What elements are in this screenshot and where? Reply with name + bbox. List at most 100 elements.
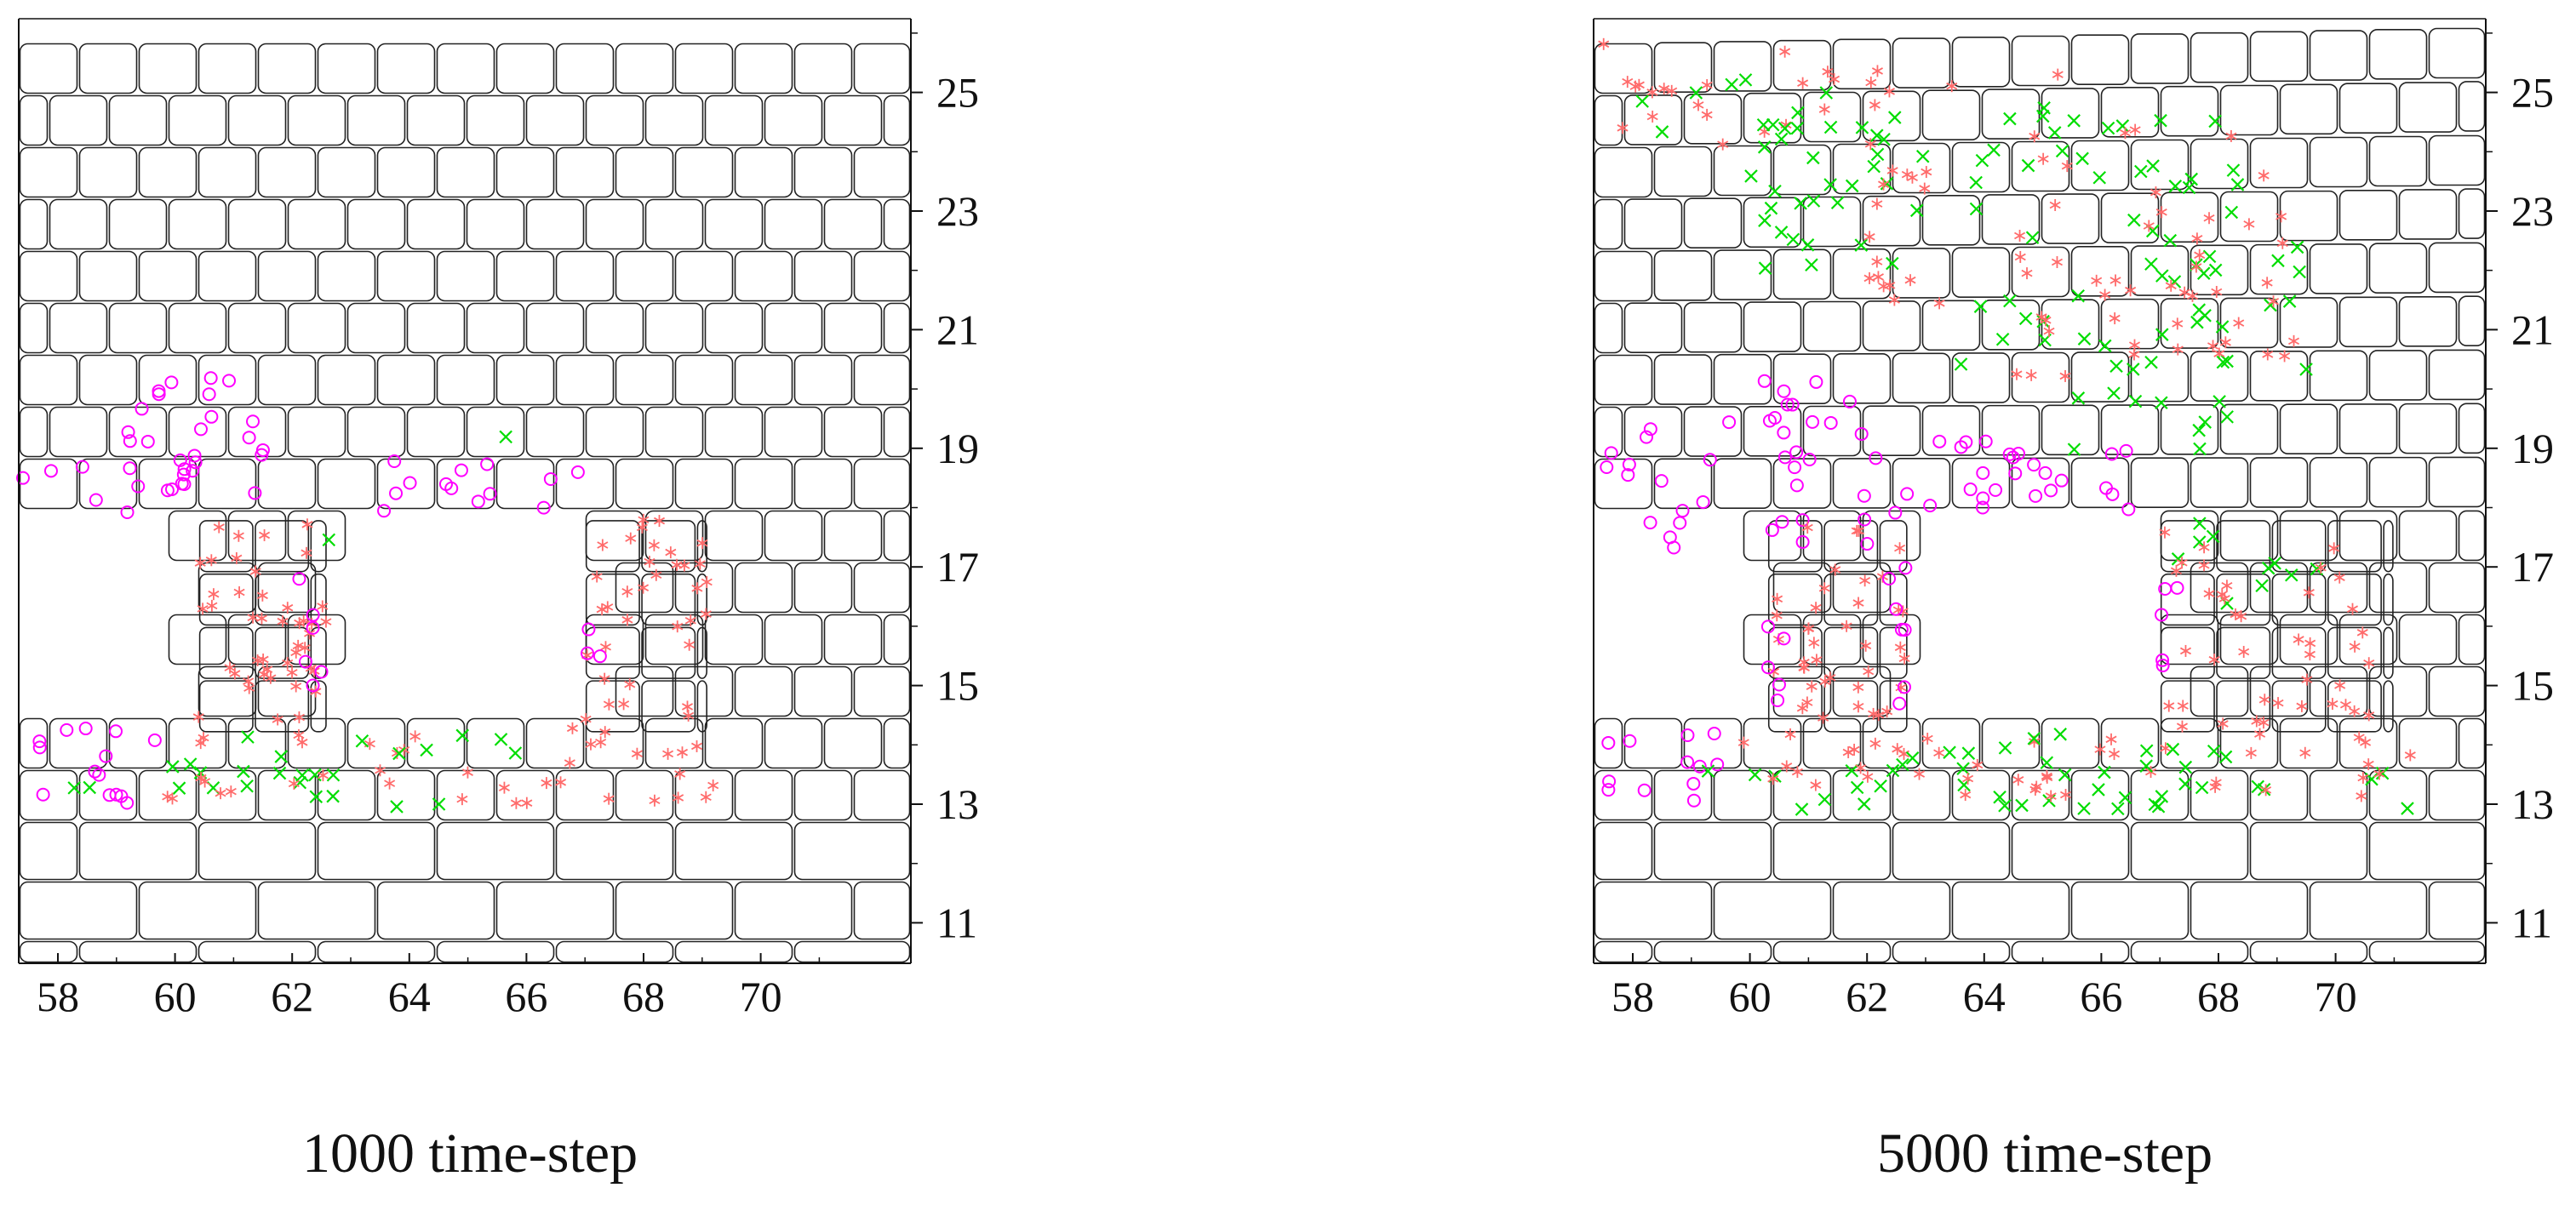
asterisk-marker bbox=[384, 779, 396, 787]
pier-brick bbox=[198, 520, 254, 573]
circle-marker bbox=[1869, 451, 1883, 465]
brick bbox=[1594, 250, 1653, 302]
brick bbox=[644, 717, 704, 769]
circle-marker bbox=[2099, 481, 2114, 495]
circle-marker bbox=[1601, 783, 1616, 797]
asterisk-marker bbox=[286, 669, 298, 677]
brick bbox=[168, 614, 227, 665]
brick bbox=[644, 406, 704, 458]
brick bbox=[585, 717, 644, 769]
asterisk-marker bbox=[2219, 339, 2231, 346]
brick bbox=[1772, 769, 1832, 821]
cross-marker bbox=[2040, 756, 2054, 770]
pier-brick bbox=[585, 626, 640, 679]
brick bbox=[764, 510, 823, 562]
brick bbox=[2249, 940, 2368, 963]
cross-marker bbox=[1766, 117, 1780, 132]
circle-marker bbox=[140, 434, 155, 448]
asterisk-marker bbox=[2119, 128, 2132, 137]
cross-marker bbox=[2178, 760, 2193, 774]
circle-marker bbox=[177, 477, 192, 491]
y-tick-label: 17 bbox=[936, 543, 979, 591]
cross-marker bbox=[2018, 311, 2033, 326]
asterisk-marker bbox=[2012, 776, 2024, 784]
brick bbox=[1892, 940, 2011, 963]
brick bbox=[1713, 41, 1772, 92]
brick bbox=[2249, 457, 2309, 508]
brick bbox=[615, 562, 674, 614]
asterisk-marker bbox=[602, 603, 614, 611]
asterisk-marker bbox=[2238, 648, 2250, 656]
brick bbox=[2070, 457, 2130, 509]
brick bbox=[674, 940, 793, 963]
circle-marker bbox=[2029, 488, 2043, 503]
brick bbox=[2458, 717, 2486, 769]
brick bbox=[197, 146, 257, 198]
brick bbox=[2368, 28, 2428, 80]
brick bbox=[704, 614, 764, 665]
asterisk-marker bbox=[618, 700, 630, 708]
brick bbox=[1892, 142, 1951, 194]
brick bbox=[1743, 92, 1802, 144]
brick bbox=[227, 198, 287, 250]
asterisk-marker bbox=[1629, 83, 1641, 90]
brick bbox=[2338, 614, 2398, 665]
asterisk-marker bbox=[2165, 282, 2177, 290]
asterisk-marker bbox=[1914, 770, 1926, 778]
brick bbox=[2338, 403, 2398, 454]
asterisk-marker bbox=[1737, 739, 1749, 746]
cross-marker bbox=[1790, 121, 1805, 135]
asterisk-marker bbox=[225, 787, 237, 796]
asterisk-marker bbox=[1818, 106, 1830, 113]
pier-brick bbox=[2271, 520, 2327, 573]
brick bbox=[674, 458, 734, 510]
cross-marker bbox=[2255, 579, 2269, 593]
brick bbox=[436, 43, 495, 94]
brick bbox=[317, 821, 436, 881]
circle-marker bbox=[1765, 522, 1779, 537]
asterisk-marker bbox=[662, 750, 674, 758]
circle-marker bbox=[43, 464, 58, 478]
cross-marker bbox=[240, 779, 254, 793]
circle-marker bbox=[444, 481, 459, 495]
brick bbox=[2070, 351, 2130, 403]
asterisk-marker bbox=[673, 794, 684, 802]
circle-marker bbox=[1777, 425, 1791, 440]
brick bbox=[138, 881, 257, 940]
brick bbox=[2219, 191, 2279, 243]
brick bbox=[2398, 189, 2458, 240]
asterisk-marker bbox=[2296, 702, 2308, 711]
brick bbox=[2160, 298, 2219, 349]
brick bbox=[2219, 614, 2279, 665]
asterisk-marker bbox=[317, 771, 329, 779]
asterisk-marker bbox=[247, 614, 259, 622]
asterisk-marker bbox=[2190, 263, 2202, 271]
cross-marker bbox=[1744, 169, 1758, 183]
brick bbox=[2249, 665, 2309, 717]
blocks-layer bbox=[19, 43, 911, 963]
asterisk-marker bbox=[555, 779, 567, 786]
brick bbox=[466, 198, 525, 250]
cross-marker bbox=[2299, 363, 2313, 376]
brick bbox=[2338, 510, 2398, 562]
brick bbox=[2398, 510, 2458, 562]
asterisk-marker bbox=[521, 799, 533, 807]
brick bbox=[2249, 562, 2309, 614]
asterisk-marker bbox=[1646, 89, 1658, 96]
brick bbox=[853, 43, 911, 94]
cross-marker bbox=[1806, 151, 1820, 165]
brick bbox=[2160, 403, 2219, 455]
asterisk-marker bbox=[272, 716, 283, 723]
brick bbox=[2309, 665, 2368, 717]
asterisk-marker bbox=[631, 750, 643, 757]
asterisk-marker bbox=[1871, 200, 1883, 208]
circle-marker bbox=[1601, 735, 1616, 750]
brick bbox=[78, 146, 138, 198]
asterisk-marker bbox=[308, 667, 320, 675]
cross-marker bbox=[392, 746, 406, 761]
cross-marker bbox=[2401, 802, 2414, 815]
circle-marker bbox=[152, 384, 166, 398]
brick bbox=[466, 94, 525, 146]
circle-marker bbox=[1771, 693, 1785, 707]
circle-marker bbox=[2012, 447, 2026, 461]
